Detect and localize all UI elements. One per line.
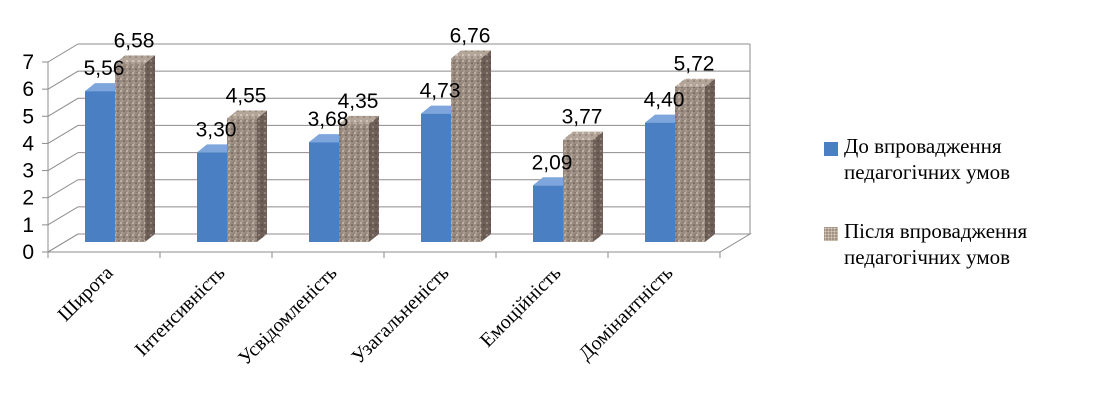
y-tick-label: 1 (22, 214, 34, 237)
data-label: 2,09 (532, 151, 573, 174)
bar (339, 123, 369, 242)
bar-top (339, 115, 379, 124)
y-tick-label: 6 (22, 78, 34, 101)
bar (227, 118, 257, 242)
gridline (47, 233, 750, 253)
chart-floor (46, 233, 752, 253)
legend-item-series-1: До впровадження педагогічних умов (822, 133, 1105, 185)
x-category-label: Усвідомленість (234, 262, 341, 369)
bar (197, 152, 227, 242)
legend-label-line2: педагогічних умов (844, 245, 1011, 269)
y-axis-ticks: 0 1 2 3 4 5 6 7 (22, 51, 34, 264)
legend-label-line1: Після впровадження (844, 219, 1028, 243)
gridline (47, 124, 750, 144)
x-axis-categories: Широта Інтенсивність Усвідомленість Узагаль… (54, 262, 678, 370)
legend-label-line2: педагогічних умов (844, 160, 1011, 184)
gridline (47, 97, 750, 117)
bar-side (257, 110, 267, 242)
bar-top (675, 78, 715, 87)
y-tick-label: 0 (22, 241, 34, 264)
bar (645, 122, 675, 242)
axes (42, 44, 752, 258)
bar (563, 139, 593, 242)
data-label: 4,35 (338, 90, 379, 113)
bar (451, 58, 481, 243)
bar-side (369, 115, 379, 242)
bar (85, 91, 115, 242)
data-label: 6,76 (450, 25, 491, 48)
legend: До впровадження педагогічних умов Після … (822, 133, 1105, 303)
legend-swatch-series-1 (824, 142, 838, 156)
x-category-label: Узагальненість (347, 262, 453, 368)
bar (421, 113, 451, 242)
x-category-label: Широта (54, 262, 118, 326)
bar-top (451, 50, 491, 59)
gridline (47, 70, 750, 90)
bar-side (481, 50, 491, 243)
gridline (47, 179, 750, 199)
legend-item-series-2: Після впровадження педагогічних умов (822, 218, 1105, 270)
x-category-label: Домінантність (575, 262, 678, 365)
gridlines (47, 43, 750, 253)
bar (115, 63, 145, 243)
gridline (47, 152, 750, 172)
bar (309, 142, 339, 242)
y-tick-label: 2 (22, 187, 34, 210)
y-tick-label: 7 (22, 51, 34, 74)
data-label: 5,72 (674, 53, 715, 76)
data-label: 3,68 (308, 108, 349, 131)
bars (85, 50, 715, 243)
bar-side (593, 131, 603, 242)
bar (533, 185, 563, 242)
bar-side (145, 55, 155, 243)
data-label: 4,40 (644, 89, 685, 112)
data-label: 4,73 (420, 80, 461, 103)
gridline (47, 43, 750, 63)
data-labels: 5,56 6,58 3,30 4,55 3,684,35 4,73 6,76 2,09 3,77… (84, 25, 715, 175)
y-tick-label: 4 (22, 132, 34, 155)
y-tick-label: 5 (22, 105, 34, 128)
y-tick-label: 3 (22, 160, 34, 183)
bar-top (563, 131, 603, 140)
data-label: 4,55 (226, 85, 267, 108)
bar (675, 86, 705, 242)
data-label: 3,30 (196, 118, 237, 141)
legend-label-line1: До впровадження (844, 134, 1002, 158)
gridline (47, 206, 750, 226)
legend-swatch-series-2 (824, 227, 838, 241)
x-category-label: Емоційність (476, 262, 566, 352)
x-category-label: Інтенсивність (131, 262, 230, 361)
bar-side (705, 78, 715, 242)
data-label: 6,58 (114, 29, 155, 52)
bar-top (227, 110, 267, 119)
bar-top (115, 55, 155, 64)
data-label: 3,77 (562, 106, 603, 129)
data-label: 5,56 (84, 57, 125, 80)
